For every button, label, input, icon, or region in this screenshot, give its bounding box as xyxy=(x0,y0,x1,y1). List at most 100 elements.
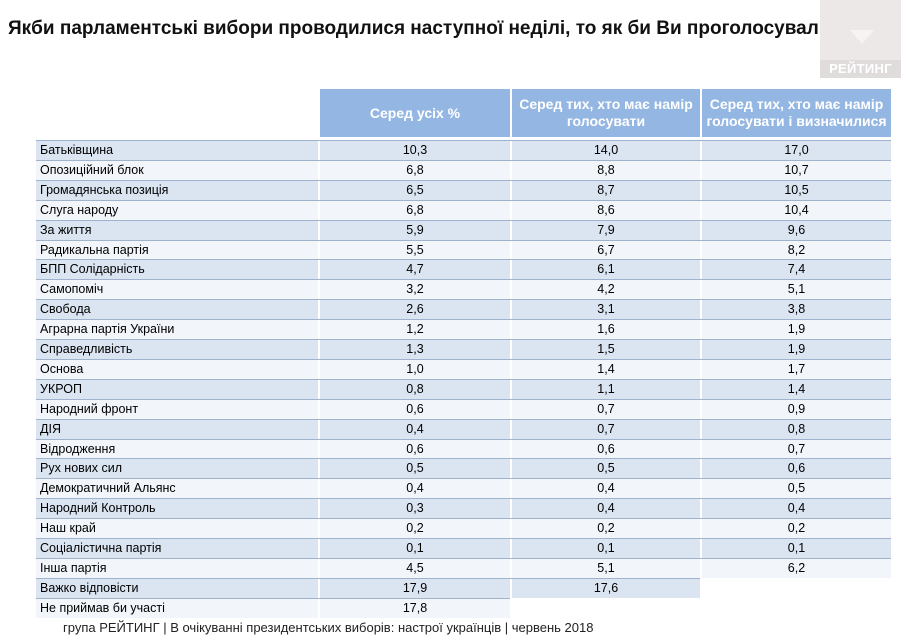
column-divider xyxy=(510,399,512,419)
party-name: Слуга народу xyxy=(40,202,119,217)
column-divider xyxy=(318,200,320,220)
column-divider xyxy=(700,300,702,320)
value-decided: 7,4 xyxy=(787,262,806,277)
value-decided: 0,9 xyxy=(787,401,806,416)
column-divider xyxy=(318,499,320,519)
value-all: 17,8 xyxy=(402,600,428,615)
value-all: 5,9 xyxy=(406,222,424,237)
table-row: Свобода 2,6 3,1 3,8 xyxy=(36,299,891,320)
column-divider xyxy=(510,479,512,499)
column-divider xyxy=(318,240,320,260)
value-all: 0,5 xyxy=(406,461,424,476)
value-decided: 1,4 xyxy=(787,381,806,396)
table-row: Наш край 0,2 0,2 0,2 xyxy=(36,518,891,539)
column-divider xyxy=(700,240,702,260)
value-intend: 6,7 xyxy=(597,242,615,257)
value-all: 1,2 xyxy=(406,322,424,337)
value-intend: 0,5 xyxy=(597,461,615,476)
value-all: 0,4 xyxy=(406,481,424,496)
value-all: 0,3 xyxy=(406,501,424,516)
column-divider xyxy=(700,399,702,419)
column-divider xyxy=(510,439,512,459)
table-row: Демократичний Альянс 0,4 0,4 0,5 xyxy=(36,478,891,499)
column-divider xyxy=(318,180,320,200)
value-all: 0,6 xyxy=(406,401,424,416)
column-divider xyxy=(510,280,512,300)
column-divider xyxy=(318,320,320,340)
page-title: Якби парламентські вибори проводилися на… xyxy=(8,18,843,39)
value-intend: 4,2 xyxy=(597,282,615,297)
value-intend: 8,8 xyxy=(597,162,615,177)
value-intend: 6,1 xyxy=(597,262,615,277)
value-all: 0,8 xyxy=(406,381,424,396)
column-divider xyxy=(510,340,512,359)
value-intend: 1,4 xyxy=(597,361,615,376)
column-divider xyxy=(318,578,320,598)
value-decided: 0,5 xyxy=(787,481,806,496)
column-divider xyxy=(510,141,512,160)
column-divider xyxy=(318,220,320,240)
column-divider xyxy=(700,180,702,200)
table-row: БПП Солідарність 4,7 6,1 7,4 xyxy=(36,259,891,280)
value-all: 0,1 xyxy=(406,541,424,555)
value-all: 3,2 xyxy=(406,282,424,297)
column-divider xyxy=(318,160,320,180)
table-row: Інша партія 4,5 5,1 6,2 xyxy=(36,557,891,578)
party-name: Рух нових сил xyxy=(40,461,123,476)
column-divider xyxy=(700,479,702,499)
value-all: 1,3 xyxy=(406,342,424,356)
table-row: Справедливість 1,3 1,5 1,9 xyxy=(36,339,891,359)
value-intend: 7,9 xyxy=(597,222,615,237)
party-name: Соціалістична партія xyxy=(40,541,162,555)
party-name: БПП Солідарність xyxy=(40,262,145,277)
column-divider xyxy=(318,260,320,280)
party-name: Свобода xyxy=(40,302,91,317)
column-divider xyxy=(700,558,702,578)
value-all: 2,6 xyxy=(406,302,424,317)
column-divider xyxy=(700,419,702,439)
table-row: Народний фронт 0,6 0,7 0,9 xyxy=(36,398,891,419)
column-divider xyxy=(700,439,702,459)
value-intend: 0,7 xyxy=(597,401,615,416)
column-divider xyxy=(318,598,320,618)
party-name: Справедливість xyxy=(40,342,133,356)
column-divider xyxy=(510,459,512,479)
table-row: Самопоміч 3,2 4,2 5,1 xyxy=(36,279,891,300)
logo-triangle-icon xyxy=(850,30,874,44)
column-header-decided: Серед тих, хто має намір голосувати і ви… xyxy=(702,89,891,137)
column-divider xyxy=(700,340,702,359)
table-row: УКРОП 0,8 1,1 1,4 xyxy=(36,378,891,399)
column-divider xyxy=(318,439,320,459)
column-divider xyxy=(510,419,512,439)
column-divider xyxy=(510,359,512,379)
value-intend: 1,1 xyxy=(597,381,615,396)
column-divider xyxy=(510,160,512,180)
party-name: Основа xyxy=(40,361,84,376)
value-decided: 10,5 xyxy=(784,182,809,197)
table-row: ДІЯ 0,4 0,7 0,8 xyxy=(36,418,891,439)
value-decided: 1,7 xyxy=(787,361,806,376)
party-name: Батьківщина xyxy=(40,143,114,157)
column-divider xyxy=(318,519,320,539)
column-divider xyxy=(700,499,702,519)
table-row: Соціалістична партія 0,1 0,1 0,1 xyxy=(36,538,891,558)
column-divider xyxy=(510,558,512,578)
value-all: 0,4 xyxy=(406,421,424,436)
column-divider xyxy=(318,479,320,499)
party-name: УКРОП xyxy=(40,381,82,396)
table-row: Радикальна партія 5,5 6,7 8,2 xyxy=(36,239,891,260)
column-divider xyxy=(510,499,512,519)
value-decided: 1,9 xyxy=(787,342,806,356)
value-decided: 0,8 xyxy=(787,421,806,436)
party-name: Народний Контроль xyxy=(40,501,156,516)
value-intend: 17,6 xyxy=(593,580,619,595)
party-name: Самопоміч xyxy=(40,282,104,297)
table-row: Аграрна партія України 1,2 1,6 1,9 xyxy=(36,319,891,340)
party-name: Важко відповісти xyxy=(40,580,139,595)
column-divider xyxy=(700,280,702,300)
table-row: Слуга народу 6,8 8,6 10,4 xyxy=(36,199,891,220)
column-divider xyxy=(510,180,512,200)
value-all: 1,0 xyxy=(406,361,424,376)
party-name: За життя xyxy=(40,222,92,237)
column-header-intend: Серед тих, хто має намір голосувати xyxy=(512,89,700,137)
